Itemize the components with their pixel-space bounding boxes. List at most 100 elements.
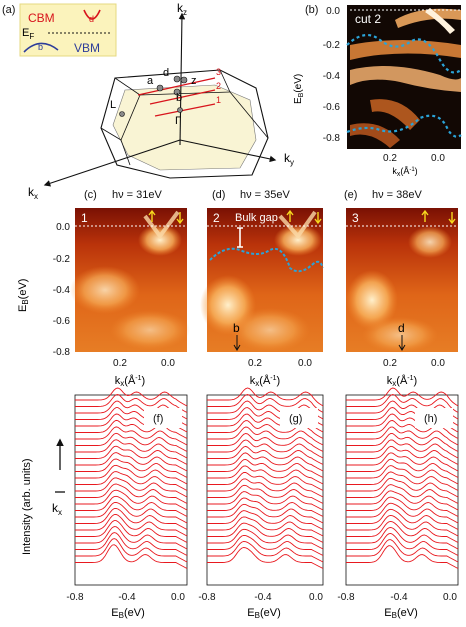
point-L: [119, 111, 125, 117]
edc-curve: [346, 439, 459, 459]
panel-b-upper-band: [346, 33, 462, 74]
panel-c-down-marker: [176, 212, 184, 225]
edc-curve: [346, 539, 459, 563]
edc-curve: [207, 534, 324, 556]
edc-curve: [207, 510, 324, 530]
panel-d-bulk-gap-label: Bulk gap: [235, 212, 278, 224]
edc-curve: [75, 439, 188, 459]
edc-curve: [346, 477, 459, 498]
panel-g-xtick: 0.0: [309, 592, 323, 603]
panel-d-xlabel: kx(Å-1): [250, 374, 280, 388]
kx-arrow-label: kx: [52, 501, 62, 517]
edc-curve: [75, 400, 188, 420]
panel-d-band-dispersion: [209, 247, 324, 273]
edc-curve: [346, 458, 459, 478]
point-b-label: b: [176, 92, 182, 104]
edc-curve: [75, 452, 188, 472]
kx-label: kx: [28, 185, 38, 201]
edc-curve: [346, 452, 459, 472]
panel-c-title: hν = 31eV: [112, 189, 163, 201]
panel-d-xtick: 0.0: [298, 358, 312, 369]
panel-c-xtick: 0.2: [113, 358, 127, 369]
row-fgh-ylabel: Intensity (arb. units): [21, 458, 33, 555]
panel-b-label: (b): [305, 4, 318, 16]
brillouin-zone-outline: [100, 69, 269, 179]
panel-d-title: hν = 35eV: [240, 189, 291, 201]
band-legend-box: [19, 3, 117, 57]
edc-curve: [75, 458, 188, 478]
panel-g-xtick: -0.8: [198, 592, 216, 603]
edc-curve: [207, 387, 324, 407]
panel-h-xlabel: EB(eV): [384, 607, 417, 620]
vbm-label: VBM: [74, 41, 100, 55]
panel-b-ytick: -0.2: [323, 40, 341, 51]
panel-e-xlabel: kx(Å-1): [387, 374, 417, 388]
edc-curve: [346, 527, 459, 550]
edc-curve: [75, 501, 188, 524]
edc-curve: [346, 394, 459, 413]
point-L-label: L: [110, 99, 116, 111]
edc-curve: [75, 544, 188, 569]
kx-axis: [43, 139, 181, 187]
edc-curve: [75, 538, 188, 563]
edc-curve: [207, 465, 324, 485]
panel-a: (a) CBM d EF b VBM kz kx ky 3 2 1: [2, 1, 294, 201]
panel-c-label: (c): [84, 189, 97, 201]
cut-3-label: 3: [216, 67, 221, 77]
edc-curve: [207, 528, 324, 550]
ky-axis: [179, 139, 277, 163]
row-fgh: (f) (g) (h) Intensity (arb. units) kx -0…: [21, 387, 459, 620]
edc-curve: [346, 433, 459, 452]
panel-e-marker-d-label: d: [398, 321, 405, 335]
panel-b-lower-band: [346, 114, 462, 138]
edc-curve: [346, 490, 459, 511]
point-a: [156, 84, 164, 92]
panel-e-label: (e): [344, 189, 357, 201]
cbm-label: CBM: [28, 11, 55, 25]
point-b: [173, 88, 181, 96]
edc-curve: [75, 419, 188, 439]
edc-curve: [75, 445, 188, 465]
edc-curve: [207, 491, 324, 511]
edc-curve: [346, 514, 459, 537]
panel-b-ytick: -0.8: [323, 133, 341, 144]
edc-curve: [346, 445, 459, 465]
row-cde-yticks: 0.0 -0.2 -0.4 -0.6 -0.8: [53, 222, 71, 358]
edc-curve: [75, 514, 188, 537]
panel-f-xlabel: EB(eV): [111, 607, 144, 620]
point-z-label: z: [191, 75, 197, 87]
edc-curve: [207, 452, 324, 472]
cbm-curve: [83, 9, 101, 20]
cbm-d-label: d: [89, 14, 94, 24]
edc-curve: [75, 532, 188, 556]
panel-e-marker-d-arrow: [398, 335, 406, 351]
panel-f-label: (f): [153, 413, 163, 425]
edc-curve: [207, 522, 324, 543]
edc-curve: [207, 484, 324, 504]
edc-curve: [207, 547, 324, 569]
panel-c-xlabel: kx(Å-1): [115, 374, 145, 388]
edc-curve: [207, 439, 324, 459]
edc-curve: [346, 387, 459, 407]
panel-g-label: (g): [289, 413, 302, 425]
edc-curve: [207, 503, 324, 524]
panel-h-xtick: 0.0: [443, 592, 457, 603]
panel-h-xtick: -0.4: [390, 592, 408, 603]
edc-curve: [207, 426, 324, 446]
panel-d-gap-bar: [237, 227, 243, 248]
edc-curve: [207, 459, 324, 478]
row-cde-ylabel: EB(eV): [17, 279, 30, 312]
vbm-curve: [23, 42, 59, 53]
panel-e-xtick: 0.2: [383, 358, 397, 369]
row-cde-ytick: -0.6: [53, 316, 71, 327]
panel-b-ylabel: EB(eV): [293, 74, 305, 104]
edc-curve: [346, 471, 459, 491]
edc-curve: [75, 471, 188, 491]
panel-f-xtick: -0.4: [118, 592, 136, 603]
edc-curve: [207, 497, 324, 517]
vbm-b-label: b: [38, 42, 43, 52]
point-d-label: d: [163, 67, 169, 79]
panel-b: (b) cut 2 0.0 -0.2 -0.4 -0.6 -0.8 EB(eV)…: [293, 4, 462, 178]
panel-f-label-bg: [144, 408, 182, 428]
